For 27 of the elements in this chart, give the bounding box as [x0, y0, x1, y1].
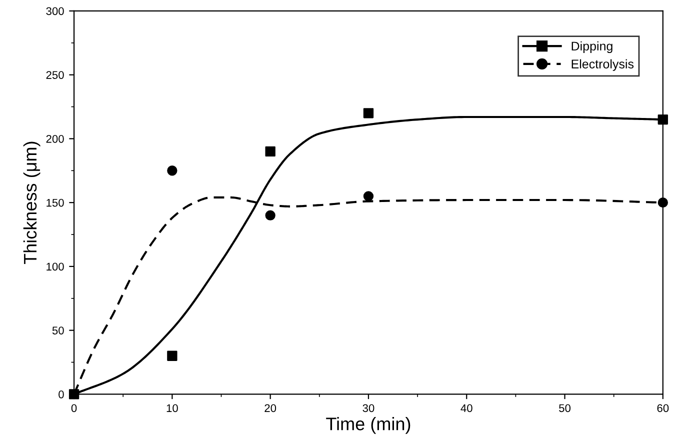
x-tick-label: 50 [559, 404, 571, 412]
y-tick-label: 250 [46, 71, 64, 79]
point [658, 197, 668, 208]
y-tick-label: 300 [46, 7, 64, 16]
x-tick-label: 10 [166, 404, 178, 412]
point [265, 210, 276, 220]
legend-label: Dipping [572, 41, 612, 54]
x-tick-label: 40 [460, 404, 472, 412]
x-tick-label: 60 [657, 404, 669, 412]
legend-label: Electrolysis [572, 59, 634, 71]
point [265, 146, 276, 157]
point [363, 191, 374, 202]
x-tick-label: 20 [264, 404, 276, 412]
y-tick-label: 100 [46, 262, 64, 271]
point [68, 389, 80, 400]
x-tick-label: 30 [362, 404, 374, 412]
point [167, 350, 178, 361]
y-tick-label: 0 [58, 390, 64, 398]
point [658, 114, 668, 125]
x-tick-label: 0 [71, 404, 77, 412]
y-tick-label: 200 [46, 134, 64, 143]
y-tick-label: 50 [52, 326, 64, 334]
x-axis-title: Time (min) [326, 417, 410, 434]
point [363, 108, 374, 118]
y-axis-title: Thickness (μm) [23, 142, 40, 264]
point [167, 166, 178, 176]
y-tick-label: 150 [46, 198, 64, 207]
